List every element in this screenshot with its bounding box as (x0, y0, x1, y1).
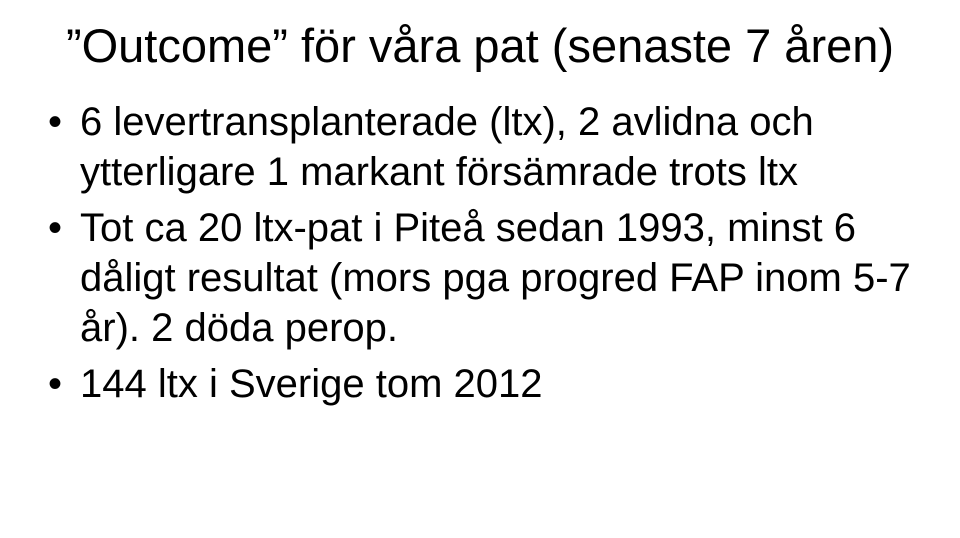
slide-title: ”Outcome” för våra pat (senaste 7 åren) (40, 18, 920, 73)
bullet-item: Tot ca 20 ltx-pat i Piteå sedan 1993, mi… (44, 203, 920, 353)
bullet-list: 6 levertransplanterade (ltx), 2 avlidna … (44, 97, 920, 409)
bullet-item: 144 ltx i Sverige tom 2012 (44, 359, 920, 409)
bullet-item: 6 levertransplanterade (ltx), 2 avlidna … (44, 97, 920, 197)
slide: ”Outcome” för våra pat (senaste 7 åren) … (0, 0, 960, 538)
